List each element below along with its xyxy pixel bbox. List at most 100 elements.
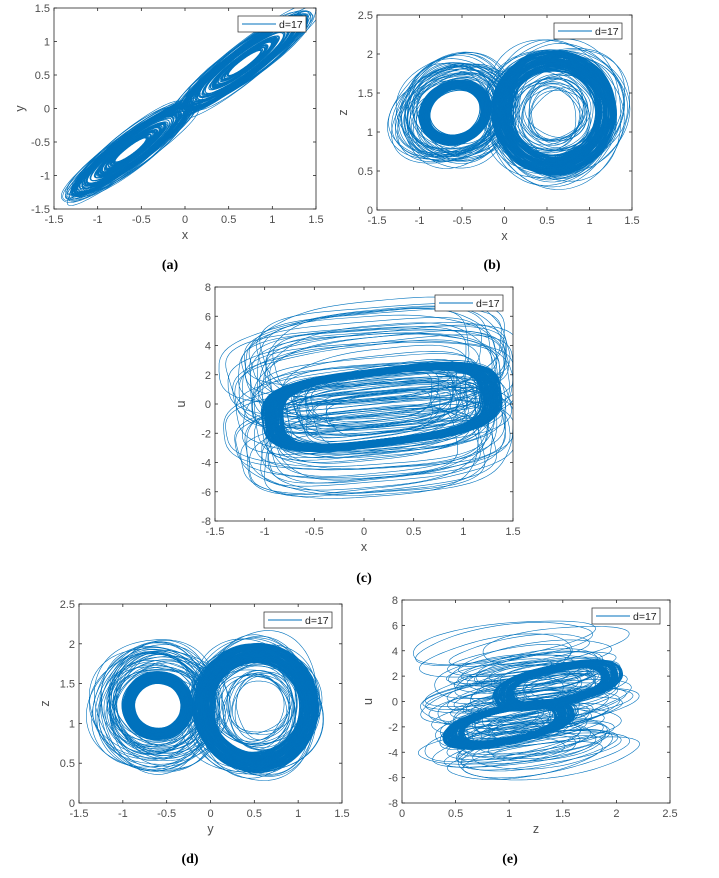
attractor-trajectory [269,342,500,420]
attractor-trajectory [521,85,581,146]
x-tick-label: 0 [207,808,213,820]
attractor-trajectory [447,670,617,713]
attractor-trajectory [264,370,486,452]
y-tick-label: 0 [69,798,75,810]
attractor-trajectory [260,406,481,487]
attractor-trajectory [435,708,592,750]
attractor-trajectory [228,673,290,735]
attractor-trajectory [113,668,204,757]
attractor-trajectory [108,659,213,753]
x-tick-label: 0 [399,808,405,820]
attractor-trajectory [306,382,469,439]
attractor-trajectory [258,332,498,417]
y-tick-label: 0.5 [358,166,373,178]
attractor-trajectory [529,76,592,140]
attractor-trajectory-dense [426,86,484,139]
attractor-trajectory [453,673,615,712]
attractor-trajectory-dense [503,61,605,163]
x-tick-label: -1.5 [45,214,64,226]
y-axis-label: y [13,105,27,112]
attractor-trajectory-dense [73,106,188,195]
x-tick-label: 1 [586,215,592,227]
attractor-trajectory [190,21,295,103]
attractor-trajectory [234,339,482,435]
x-tick-label: -0.5 [157,808,176,820]
attractor-trajectory-dense [123,672,193,739]
subplot-b: -1.5 -1 -0.5 0 0.5 1 1.5 0 0.5 1 1.5 2 2.5 x z d=17 (b) [336,10,640,273]
attractor-trajectory [262,322,498,420]
x-tick-label: 1.5 [505,526,520,538]
y-tick-label: 2.5 [358,10,373,22]
attractor-trajectory-dense [199,649,311,765]
attractor-trajectory [261,404,458,478]
attractor-trajectory-dense [130,680,185,732]
y-tick-label: 6 [392,620,398,632]
legend: d=17 [553,22,623,40]
x-axis-label: x [182,228,189,242]
attractor-trajectory [448,633,590,667]
attractor-trajectory [419,633,573,678]
attractor-trajectory-dense [226,49,262,77]
attractor-trajectory [447,741,603,780]
attractor-trajectory [207,662,314,767]
x-tick-label: -0.5 [305,526,324,538]
attractor-trajectory [192,651,316,779]
x-tick-label: -1 [415,215,425,227]
attractor-trajectory [110,651,210,755]
attractor-trajectory-dense [132,680,184,731]
attractor-trajectory-dense [110,133,152,166]
attractor-trajectory-dense [429,89,481,136]
x-tick-label: 1 [295,808,301,820]
attractor-trajectory [424,722,582,763]
attractor-trajectory [454,661,595,699]
y-tick-label: 1.5 [358,88,373,100]
attractor-trajectory [531,90,587,142]
y-tick-label: -1 [40,171,50,183]
attractor-trajectory [505,64,613,169]
subplot-d: -1.5 -1 -0.5 0 0.5 1 1.5 0 0.5 1 1.5 2 2.5 y z d=17 (d) [38,599,350,867]
attractor-trajectory-dense [425,85,487,141]
legend: d=17 [263,611,333,629]
attractor-trajectory-dense [191,22,296,104]
x-tick-label: 0 [501,215,507,227]
attractor-trajectory-dense [121,671,194,741]
x-axis-label: z [533,822,539,836]
attractor-trajectory [424,663,616,707]
attractor-trajectory [493,56,617,175]
attractor-trajectory [110,664,202,742]
attractor-trajectory-dense [72,106,188,196]
attractor-trajectory-dense [128,677,187,735]
attractor-trajectory [242,340,513,428]
attractor-trajectory [89,644,216,761]
attractor-trajectory-dense [217,41,272,84]
x-tick-label: 1 [460,526,466,538]
attractor-trajectory [205,660,304,757]
panel-label: (b) [483,258,500,273]
legend-label: d=17 [633,611,657,623]
attractor-trajectory [488,59,604,174]
attractor-trajectory [446,669,579,705]
attractor-trajectory [434,654,597,699]
attractor-trajectory [524,78,584,138]
x-tick-label: 1 [269,214,275,226]
attractor-trajectory-dense [194,24,296,103]
attractor-trajectory [106,659,203,747]
attractor-trajectory [482,626,630,666]
trajectory-group [218,296,513,499]
attractor-trajectory [105,654,217,755]
x-tick-label: -0.5 [132,214,151,226]
panel-label: (a) [162,258,179,273]
x-tick-label: 0 [361,526,367,538]
x-tick-label: 0.5 [406,526,421,538]
x-axis-label: y [207,822,214,836]
attractor-trajectory [244,308,470,388]
attractor-trajectory [89,648,228,772]
panel-label: (d) [181,852,198,867]
attractor-trajectory [186,637,316,765]
y-axis-label: z [336,109,350,115]
attractor-trajectory [312,391,458,447]
attractor-trajectory [223,367,498,471]
y-tick-label: 1 [69,718,75,730]
attractor-trajectory [483,38,622,182]
